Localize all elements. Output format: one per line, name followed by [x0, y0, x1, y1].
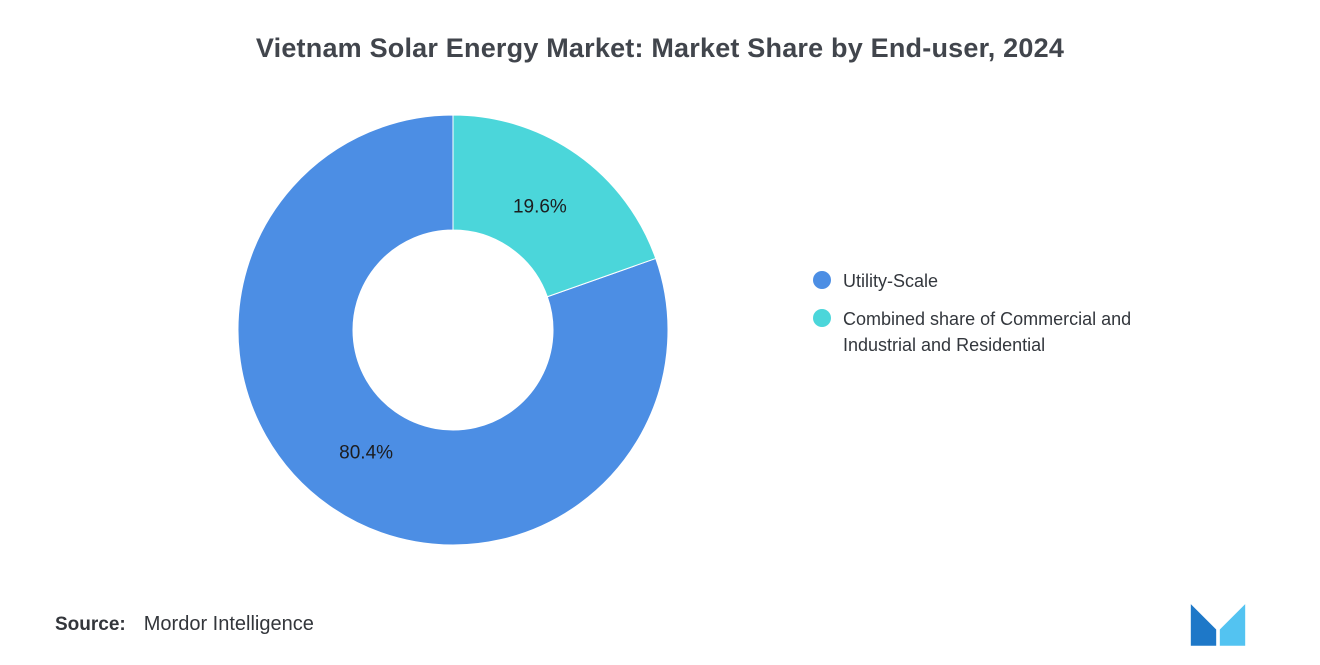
legend-label-utility-scale: Utility-Scale [843, 271, 939, 291]
mordor-intelligence-logo [1190, 604, 1246, 646]
logo-right-shape [1219, 604, 1246, 646]
source-line: Source: Mordor Intelligence [55, 613, 314, 636]
logo-left-shape [1190, 604, 1217, 646]
chart-title: Vietnam Solar Energy Market: Market Shar… [255, 33, 1065, 63]
donut-chart: 80.4% 19.6% [237, 114, 669, 546]
pie-slice-0 [237, 114, 669, 546]
legend-item-utility-scale: Utility-Scale [813, 268, 1173, 294]
source-label: Source: [55, 614, 126, 635]
source-value: Mordor Intelligence [143, 613, 314, 635]
pie-slice-1 [452, 114, 657, 298]
legend-marker-combined-share [813, 309, 831, 328]
donut-chart-svg: 80.4% 19.6% [237, 114, 669, 546]
legend-marker-utility-scale [813, 271, 831, 289]
legend-item-combined-share: Combined share of Commercial and Industr… [813, 306, 1173, 358]
legend-label-combined-share: Combined share of Commercial and Industr… [843, 309, 1132, 356]
slice-data-label-0: 80.4% [339, 442, 393, 463]
chart-legend: Utility-Scale Combined share of Commerci… [813, 268, 1173, 358]
slice-data-label-1: 19.6% [513, 197, 567, 218]
